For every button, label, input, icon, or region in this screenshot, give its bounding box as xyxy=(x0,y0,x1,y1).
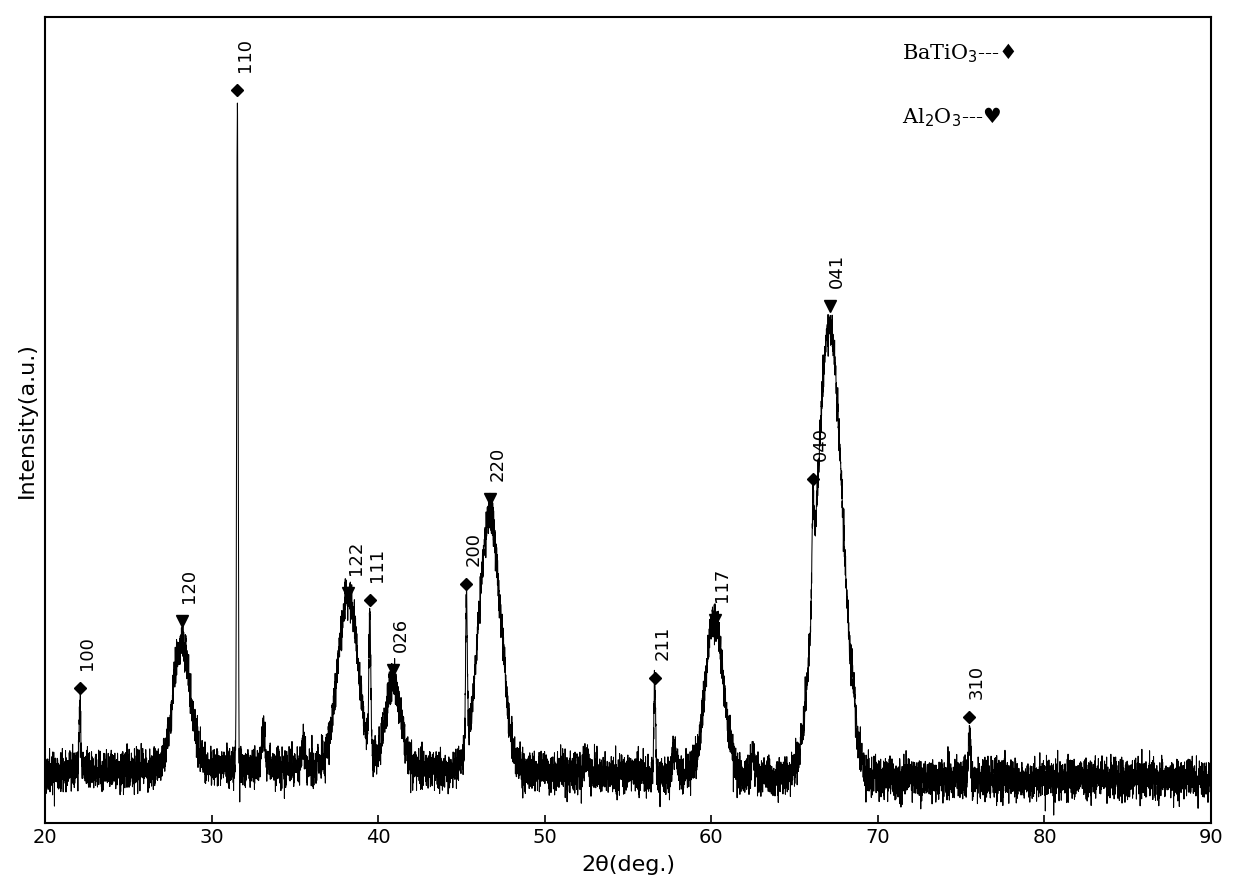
Text: 220: 220 xyxy=(489,447,506,481)
Text: 117: 117 xyxy=(713,567,732,602)
Y-axis label: Intensity(a.u.): Intensity(a.u.) xyxy=(16,342,37,498)
Text: 026: 026 xyxy=(392,617,409,651)
Text: 040: 040 xyxy=(811,427,830,461)
Text: 122: 122 xyxy=(347,541,365,575)
Text: Al$_2$O$_3$---♥: Al$_2$O$_3$---♥ xyxy=(901,105,1001,129)
Text: BaTiO$_3$---♦: BaTiO$_3$---♦ xyxy=(901,41,1016,65)
Text: 111: 111 xyxy=(368,549,387,582)
Text: 200: 200 xyxy=(465,533,482,566)
Text: 310: 310 xyxy=(968,665,986,698)
Text: 041: 041 xyxy=(828,253,846,287)
Text: 100: 100 xyxy=(78,636,97,670)
X-axis label: 2θ(deg.): 2θ(deg.) xyxy=(582,855,675,875)
Text: 120: 120 xyxy=(180,569,198,603)
Text: 110: 110 xyxy=(236,38,254,72)
Text: 211: 211 xyxy=(653,626,671,660)
